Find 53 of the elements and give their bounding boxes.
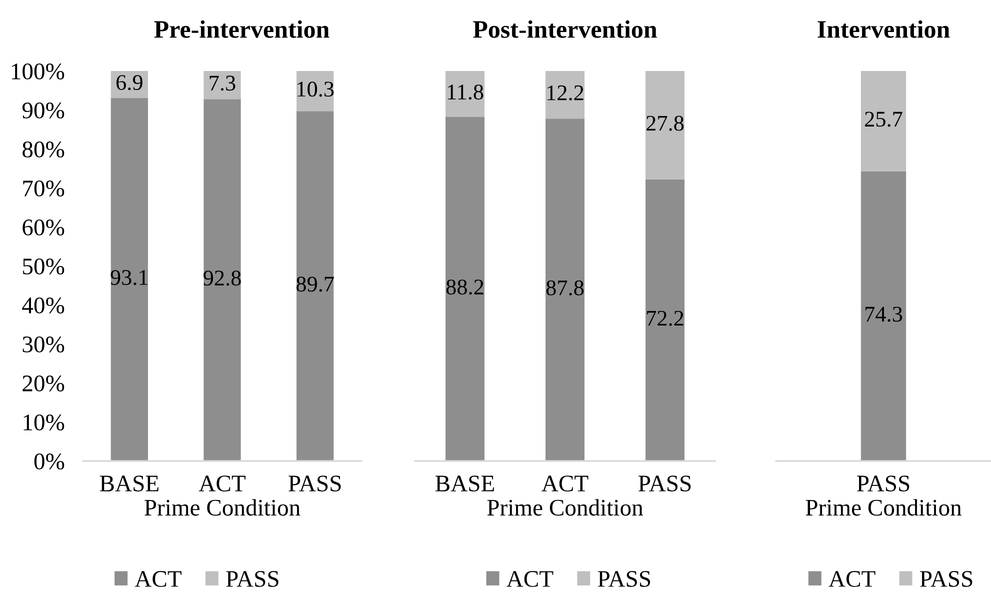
legend-label: ACT	[506, 571, 554, 587]
x-tick-label: ACT	[542, 476, 588, 492]
bar	[296, 111, 334, 461]
x-tick-label: ACT	[198, 476, 246, 492]
bar	[546, 118, 584, 461]
chart-title: Pre-intervention	[154, 20, 330, 38]
y-tick-label: 0%	[34, 453, 64, 470]
y-tick-label: 60%	[22, 219, 64, 236]
data-label: 7.3	[210, 76, 236, 91]
bar	[110, 98, 148, 461]
bar	[204, 71, 241, 100]
x-axis-title: Prime Condition	[144, 499, 300, 516]
y-tick-label: 90%	[22, 102, 64, 118]
chart-title: Intervention	[818, 20, 950, 38]
data-label: 72.2	[647, 310, 684, 326]
x-tick-label: PASS	[857, 476, 910, 492]
y-tick-label: 10%	[24, 414, 64, 430]
bar	[646, 71, 684, 180]
data-label: 88.2	[446, 280, 484, 295]
legend-label: ACT	[134, 571, 182, 587]
data-label: 74.3	[866, 306, 902, 322]
data-label: 11.8	[448, 84, 484, 100]
y-tick-label: 40%	[22, 297, 64, 314]
bar	[204, 99, 241, 461]
bar	[646, 179, 684, 461]
y-tick-label: 30%	[22, 336, 64, 352]
legend-label: PASS	[598, 571, 650, 587]
x-tick-label: PASS	[288, 476, 341, 492]
legend-label: PASS	[920, 571, 972, 587]
data-label: 10.3	[298, 82, 334, 97]
legend-label: ACT	[828, 571, 876, 587]
x-axis-title: Prime Condition	[806, 499, 962, 516]
y-tick-label: 20%	[22, 375, 64, 392]
data-label: 25.7	[865, 112, 902, 127]
x-axis-title: Prime Condition	[487, 499, 644, 516]
data-label: 27.8	[646, 116, 684, 131]
data-label: 12.2	[548, 85, 584, 100]
y-tick-label: 80%	[22, 141, 64, 158]
data-label: 6.9	[116, 75, 142, 90]
bar	[446, 117, 484, 461]
bar	[446, 71, 484, 118]
data-label: 92.8	[204, 270, 241, 286]
bar	[296, 71, 334, 112]
x-tick-label: BASE	[100, 476, 158, 492]
data-label: 87.8	[546, 280, 584, 296]
y-tick-label: 100%	[12, 63, 64, 80]
legend-label: PASS	[226, 571, 278, 587]
x-tick-label: BASE	[436, 476, 494, 492]
x-tick-label: PASS	[638, 476, 691, 492]
chart-title: Post-intervention	[473, 20, 657, 38]
y-tick-label: 70%	[23, 180, 64, 196]
bar	[546, 71, 584, 119]
y-tick-label: 50%	[23, 258, 64, 274]
